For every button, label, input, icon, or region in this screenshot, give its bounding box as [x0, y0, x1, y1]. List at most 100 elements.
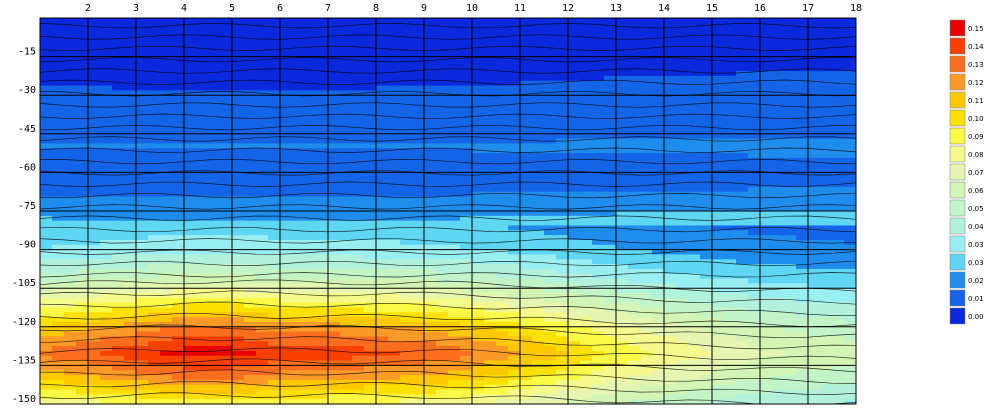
heatmap-cell — [580, 182, 593, 188]
heatmap-cell — [664, 80, 677, 87]
heatmap-cell — [292, 138, 305, 145]
heatmap-cell — [160, 244, 173, 251]
heatmap-cell — [208, 177, 221, 183]
heatmap-cell — [208, 379, 221, 386]
heatmap-cell — [40, 389, 53, 395]
heatmap-cell — [292, 124, 305, 130]
heatmap-cell — [640, 346, 653, 352]
heatmap-cell — [736, 341, 749, 347]
heatmap-cell — [388, 167, 401, 173]
heatmap-cell — [256, 375, 269, 381]
heatmap-cell — [688, 399, 701, 404]
heatmap-cell — [304, 119, 317, 125]
heatmap-cell — [256, 379, 269, 386]
heatmap-cell — [760, 215, 773, 222]
heatmap-cell — [760, 27, 773, 34]
heatmap-cell — [568, 32, 581, 38]
heatmap-cell — [580, 336, 593, 342]
heatmap-cell — [352, 249, 365, 256]
heatmap-cell — [676, 167, 689, 173]
heatmap-cell — [784, 27, 797, 34]
heatmap-cell — [376, 119, 389, 125]
heatmap-cell — [328, 124, 341, 130]
heatmap-cell — [544, 399, 557, 404]
heatmap-cell — [616, 37, 629, 43]
heatmap-cell — [592, 355, 605, 362]
heatmap-cell — [136, 18, 149, 24]
heatmap-cell — [340, 288, 353, 294]
heatmap-cell — [676, 244, 689, 251]
heatmap-cell — [256, 355, 269, 362]
heatmap-cell — [496, 100, 509, 106]
heatmap-cell — [400, 42, 413, 48]
heatmap-cell — [400, 293, 413, 299]
heatmap-cell — [292, 264, 305, 270]
heatmap-cell — [364, 51, 377, 58]
heatmap-cell — [184, 46, 197, 53]
heatmap-cell — [592, 75, 605, 82]
heatmap-cell — [64, 18, 77, 24]
heatmap-cell — [640, 312, 653, 318]
heatmap-cell — [256, 177, 269, 183]
heatmap-cell — [52, 75, 65, 82]
heatmap-cell — [244, 370, 257, 376]
heatmap-cell — [376, 360, 389, 366]
heatmap-cell — [100, 85, 113, 91]
heatmap-cell — [220, 80, 233, 87]
heatmap-cell — [652, 186, 665, 193]
heatmap-cell — [544, 244, 557, 251]
heatmap-cell — [340, 109, 353, 116]
heatmap-cell — [664, 46, 677, 53]
heatmap-cell — [64, 360, 77, 366]
heatmap-cell — [556, 283, 569, 289]
heatmap-cell — [388, 297, 401, 304]
heatmap-cell — [700, 336, 713, 342]
heatmap-cell — [568, 18, 581, 24]
heatmap-cell — [508, 37, 521, 43]
heatmap-cell — [184, 153, 197, 159]
heatmap-cell — [88, 379, 101, 386]
heatmap-cell — [232, 61, 245, 67]
heatmap-cell — [472, 244, 485, 251]
heatmap-cell — [340, 220, 353, 227]
heatmap-cell — [688, 220, 701, 227]
heatmap-cell — [388, 307, 401, 313]
heatmap-cell — [664, 297, 677, 304]
heatmap-cell — [436, 355, 449, 362]
heatmap-cell — [436, 326, 449, 333]
heatmap-cell — [364, 153, 377, 159]
heatmap-cell — [532, 336, 545, 342]
heatmap-cell — [160, 326, 173, 333]
heatmap-cell — [160, 384, 173, 391]
heatmap-cell — [124, 143, 137, 149]
heatmap-cell — [460, 355, 473, 362]
heatmap-cell — [196, 283, 209, 289]
heatmap-cell — [676, 22, 689, 29]
heatmap-cell — [148, 162, 161, 169]
heatmap-cell — [544, 365, 557, 371]
heatmap-cell — [592, 138, 605, 145]
heatmap-cell — [40, 80, 53, 87]
heatmap-cell — [124, 312, 137, 318]
heatmap-cell — [184, 321, 197, 328]
heatmap-cell — [268, 399, 281, 404]
heatmap-cell — [736, 109, 749, 116]
heatmap-cell — [232, 379, 245, 386]
heatmap-cell — [136, 302, 149, 309]
heatmap-cell — [724, 177, 737, 183]
heatmap-cell — [136, 128, 149, 135]
heatmap-cell — [52, 350, 65, 357]
heatmap-cell — [460, 201, 473, 207]
heatmap-cell — [220, 196, 233, 202]
heatmap-cell — [628, 317, 641, 323]
heatmap-cell — [64, 114, 77, 120]
heatmap-cell — [652, 27, 665, 34]
heatmap-cell — [556, 124, 569, 130]
heatmap-cell — [388, 239, 401, 246]
heatmap-cell — [388, 80, 401, 87]
heatmap-cell — [136, 312, 149, 318]
heatmap-cell — [676, 355, 689, 362]
heatmap-cell — [136, 66, 149, 72]
heatmap-cell — [52, 133, 65, 140]
heatmap-cell — [556, 177, 569, 183]
